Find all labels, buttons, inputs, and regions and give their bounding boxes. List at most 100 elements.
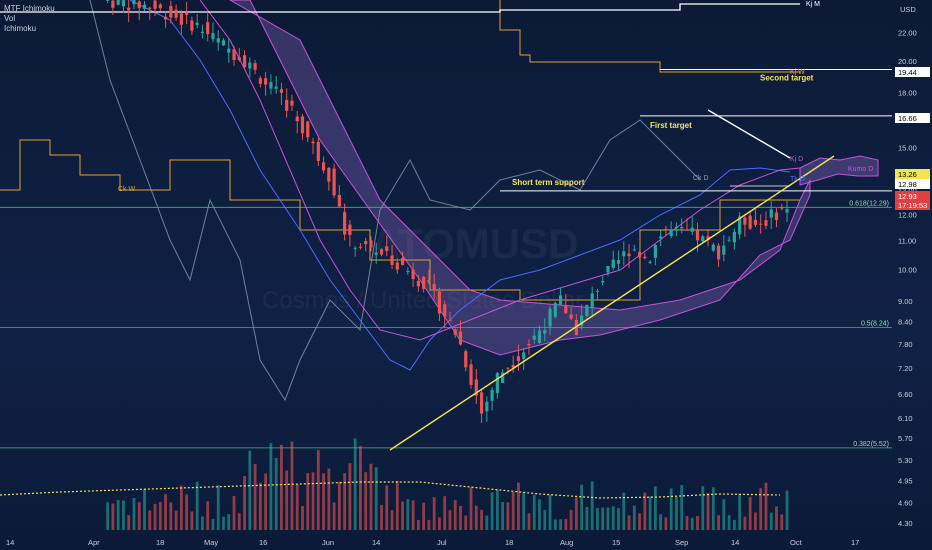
volume-bar [527, 513, 531, 530]
volume-bar [116, 500, 120, 530]
volume-bar [253, 464, 257, 530]
volume-bar [153, 503, 157, 530]
volume-bar [406, 499, 410, 530]
x-tick-label: Aug [560, 538, 573, 547]
volume-bar [158, 501, 162, 530]
volume-bar [280, 444, 283, 530]
price-tag-bg [895, 67, 930, 77]
volume-bar [559, 519, 562, 530]
kijun-weekly [0, 139, 800, 301]
candle-body [632, 249, 636, 251]
indicator-vol[interactable]: Vol [4, 14, 16, 23]
y-tick-label: 7.80 [898, 340, 913, 349]
volume-bar [237, 513, 241, 530]
volume-bar [532, 494, 536, 530]
fib-label: 0.382(5.52) [853, 441, 889, 448]
indicator-mtf-ichimoku[interactable]: MTF Ichimoku [4, 4, 55, 13]
volume-bar [290, 441, 294, 530]
candle-body [443, 304, 447, 317]
x-tick-label: Jul [437, 538, 447, 547]
candle-body [506, 367, 510, 369]
candle-body [190, 20, 194, 31]
volume-bar [359, 446, 362, 530]
candle-body [316, 141, 320, 161]
volume-bar [622, 492, 626, 530]
volume-bar [574, 497, 578, 530]
volume-bar [506, 502, 510, 530]
candle-body [343, 212, 347, 235]
candle-body [274, 86, 278, 89]
volume-bar [696, 516, 699, 530]
volume-bar [459, 505, 462, 530]
level-label: First target [650, 121, 692, 130]
volume-bar [390, 510, 394, 530]
volume-bar [780, 514, 784, 530]
volume-bar [653, 486, 657, 530]
candle-body [753, 220, 758, 225]
candle-body [558, 295, 563, 305]
candle-body [701, 236, 705, 242]
volume-bar [590, 481, 594, 530]
volume-bar [232, 496, 236, 530]
candle-body [680, 226, 684, 229]
volume-bar [295, 484, 299, 530]
candle-body [537, 330, 542, 343]
volume-bar [706, 492, 710, 530]
volume-bar [353, 438, 357, 530]
trendline-resistance [707, 109, 791, 159]
candle-body [337, 195, 341, 207]
candle-body [532, 335, 536, 340]
indicator-ichimoku[interactable]: Ichimoku [4, 24, 37, 33]
price-tag: 12.93 [898, 192, 917, 201]
candle-body [395, 262, 399, 270]
candle-body [495, 373, 499, 394]
candle-body [690, 227, 694, 232]
volume-bar [306, 473, 310, 530]
candle-body [659, 236, 663, 239]
volume-bar [216, 485, 220, 530]
candle-body [759, 223, 763, 225]
candle-body [711, 244, 715, 251]
volume-bar [453, 500, 457, 530]
candle-body [437, 291, 442, 314]
candle-body [200, 31, 205, 34]
volume-bar [432, 497, 436, 530]
volume-bar [343, 473, 347, 530]
price-tag: 13.26 [898, 170, 917, 179]
candle-body [116, 0, 120, 5]
candle-body [748, 215, 752, 229]
volume-bar [627, 515, 631, 530]
candle-body [732, 231, 736, 243]
chart-label-kj-w: Kj W [790, 69, 805, 76]
volume-bar [195, 481, 199, 530]
x-tick-label: 14 [372, 538, 380, 547]
candle-body [195, 22, 199, 26]
volume-bar [711, 487, 715, 530]
candle-body [416, 280, 420, 287]
y-tick-label: 18.00 [898, 89, 917, 98]
x-tick-label: 16 [259, 538, 267, 547]
volume-bar [738, 493, 742, 530]
candle-body [432, 283, 436, 291]
candle-body [785, 209, 789, 213]
volume-bar [511, 491, 515, 530]
candle-body [769, 209, 773, 218]
y-tick-label: 4.30 [898, 519, 913, 528]
candle-body [553, 303, 557, 317]
volume-bar [585, 506, 589, 530]
volume-bar [269, 443, 273, 530]
chart-label-tk-d: Tk D [790, 176, 805, 183]
candle-body [585, 304, 589, 316]
price-tag: 16.66 [898, 114, 917, 123]
candle-body [353, 247, 357, 249]
volume-bar [680, 485, 684, 530]
candle-body [548, 308, 552, 327]
volume-bar [111, 503, 115, 530]
candle-body [242, 55, 247, 68]
volume-bar [474, 505, 478, 530]
price-tag-bg [895, 200, 930, 210]
candle-body [179, 13, 183, 25]
candle-body [674, 226, 679, 229]
candle-body [611, 259, 615, 268]
volume-bar [469, 487, 473, 530]
